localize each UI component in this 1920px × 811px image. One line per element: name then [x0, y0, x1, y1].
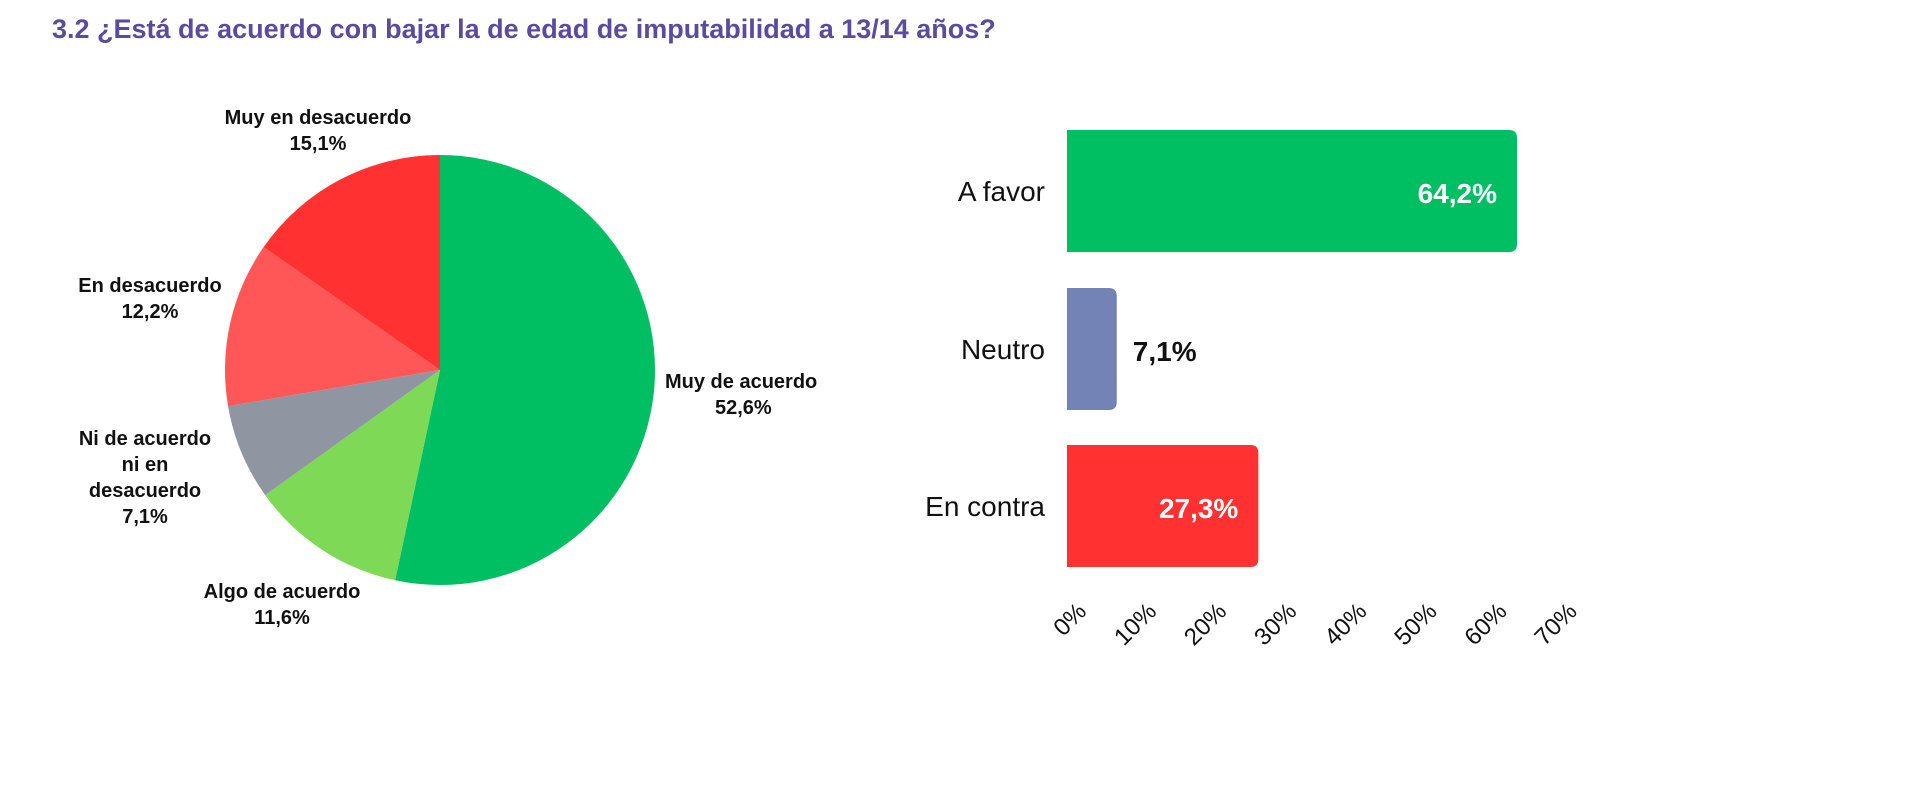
x-tick-label: 20%	[1179, 598, 1232, 651]
x-tick-label: 50%	[1389, 598, 1442, 651]
bar-value-label: 27,3%	[1159, 493, 1238, 524]
chart-title: 3.2 ¿Está de acuerdo con bajar la de eda…	[52, 14, 996, 44]
bar-category-label: En contra	[925, 491, 1045, 522]
pie-slice	[263, 155, 440, 370]
pie-label: Muy en desacuerdo 15,1%	[225, 107, 412, 155]
bar-category-label: A favor	[958, 176, 1045, 207]
x-tick-label: 70%	[1530, 598, 1583, 651]
pie-label: Algo de acuerdo 11,6%	[204, 581, 361, 629]
bar	[1067, 130, 1517, 252]
pie-label: En desacuerdo 12,2%	[78, 275, 221, 323]
bar-value-label: 64,2%	[1418, 178, 1497, 209]
pie-slice	[228, 370, 440, 496]
bar	[1067, 288, 1117, 410]
pie-slice	[225, 247, 440, 407]
x-tick-label: 10%	[1109, 598, 1162, 651]
pie-slice	[395, 155, 656, 586]
bar	[1067, 445, 1259, 567]
x-tick-label: 40%	[1319, 598, 1372, 651]
pie-slice	[265, 370, 440, 581]
x-tick-label: 0%	[1048, 598, 1092, 642]
x-tick-label: 30%	[1249, 598, 1302, 651]
pie-label: Ni de acuerdo ni en desacuerdo 7,1%	[79, 428, 211, 528]
bar-value-label: 7,1%	[1133, 336, 1197, 367]
bar-category-label: Neutro	[961, 334, 1045, 365]
pie-label: Muy de acuerdo 52,6%	[665, 371, 817, 419]
x-tick-label: 60%	[1459, 598, 1512, 651]
